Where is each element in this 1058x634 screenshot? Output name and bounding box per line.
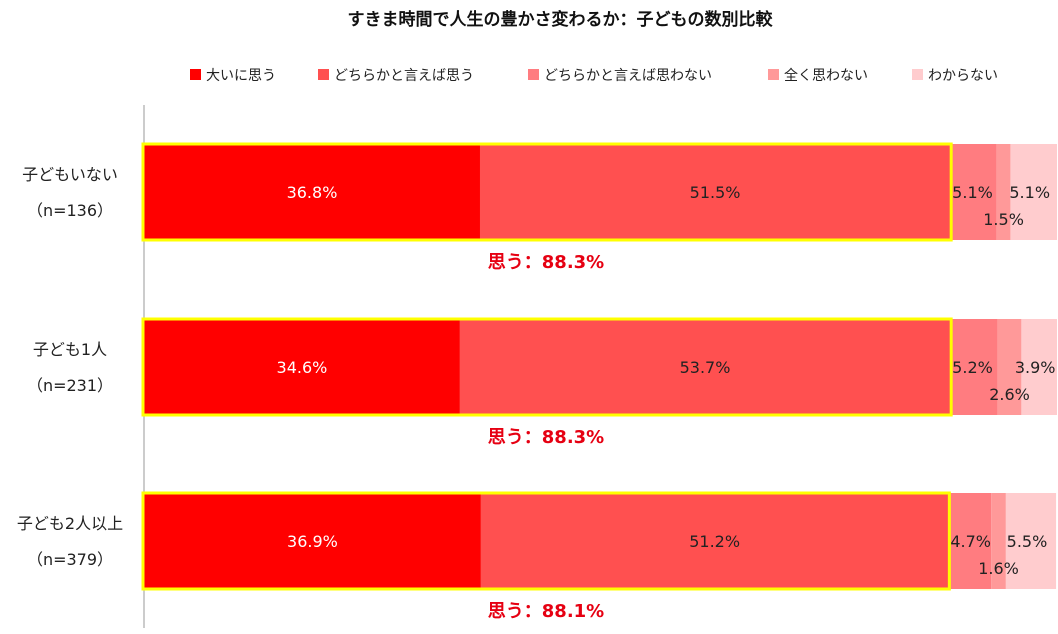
data-label: 5.5% [1007, 532, 1048, 551]
legend-label: 大いに思う [206, 68, 276, 84]
bar-group: 子ども1人 （n=231） 34.6% 53.7% 5.2% 2.6% 3.9% 思う：88.… [27, 317, 1057, 448]
data-label: 4.7% [950, 532, 991, 551]
bar-segment [479, 144, 951, 240]
category-label: 子ども2人以上 [17, 514, 123, 533]
bar-group: 子ども2人以上 （n=379） 36.9% 51.2% 4.7% 1.6% 5.5% 思う：8… [17, 491, 1057, 622]
bar-segment [996, 144, 1011, 240]
bar-groups: 子どもいない （n=136） 36.8% 51.5% 5.1% 1.5% 5.1% 思う：88… [17, 142, 1057, 622]
data-label: 3.9% [1015, 358, 1056, 377]
category-n-label: （n=136） [27, 201, 113, 220]
data-label: 5.1% [1009, 183, 1050, 202]
legend-swatch [768, 69, 779, 80]
highlight-box [141, 491, 951, 591]
legend: 大いに思う どちらかと言えば思う どちらかと言えば思わない 全く思わない わからない [190, 67, 998, 84]
summary-label: 思う：88.1% [488, 601, 604, 622]
legend-item: 大いに思う [190, 68, 276, 84]
legend-item: どちらかと言えば思わない [528, 68, 712, 84]
legend-swatch [190, 69, 201, 80]
legend-item: どちらかと言えば思う [318, 68, 474, 84]
data-label: 36.9% [287, 532, 338, 551]
data-label: 5.2% [952, 358, 993, 377]
bar-segment [950, 319, 998, 415]
data-label: 2.6% [989, 385, 1030, 404]
highlight-box [141, 317, 953, 417]
bar-segment [991, 493, 1006, 589]
legend-swatch [318, 69, 329, 80]
data-label: 53.7% [680, 358, 731, 377]
category-label: 子ども1人 [33, 340, 107, 359]
highlight-box [141, 142, 953, 242]
legend-label: わからない [928, 68, 998, 84]
bar-segment [1005, 493, 1057, 589]
category-n-label: （n=231） [27, 376, 113, 395]
legend-swatch [912, 69, 923, 80]
bar-segment [948, 493, 992, 589]
bar-segment [997, 319, 1022, 415]
data-label: 36.8% [287, 183, 338, 202]
category-n-label: （n=379） [27, 550, 113, 569]
data-label: 51.5% [690, 183, 741, 202]
data-label: 1.5% [983, 210, 1024, 229]
data-label: 51.2% [689, 532, 740, 551]
legend-item: 全く思わない [768, 67, 868, 84]
legend-item: わからない [912, 68, 998, 84]
bar-segment [459, 319, 951, 415]
bar-segment [480, 493, 949, 589]
legend-label: どちらかと言えば思う [334, 68, 474, 84]
bar-segment [144, 493, 481, 589]
bar-segment [144, 319, 460, 415]
bar-segment [950, 144, 997, 240]
chart-title: すきま時間で人生の豊かさ変わるか：子どもの数別比較 [348, 9, 774, 30]
data-label: 34.6% [277, 358, 328, 377]
summary-label: 思う：88.3% [488, 427, 604, 448]
bar-segment [144, 144, 480, 240]
legend-label: 全く思わない [784, 67, 868, 84]
bar-group: 子どもいない （n=136） 36.8% 51.5% 5.1% 1.5% 5.1% 思う：88… [22, 142, 1057, 273]
data-label: 1.6% [978, 559, 1019, 578]
category-label: 子どもいない [22, 165, 118, 184]
legend-label: どちらかと言えば思わない [544, 68, 712, 84]
bar-segment [1010, 144, 1057, 240]
summary-label: 思う：88.3% [488, 252, 604, 273]
bar-segment [1021, 319, 1057, 415]
data-label: 5.1% [952, 183, 993, 202]
legend-swatch [528, 69, 539, 80]
